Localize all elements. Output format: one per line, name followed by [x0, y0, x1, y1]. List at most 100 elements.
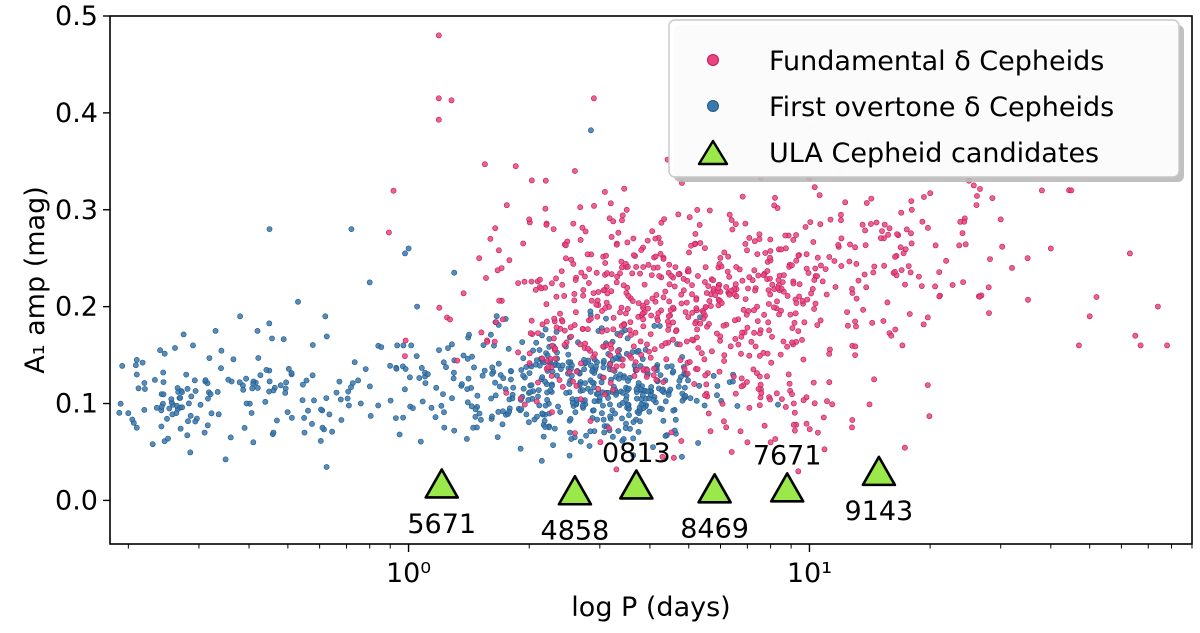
ula-candidates-points: 5671 4858 0813 8469 7671 9143: [407, 438, 913, 547]
data-point: [418, 364, 425, 371]
data-point: [600, 402, 606, 409]
data-point: [563, 389, 570, 396]
data-point: [188, 393, 195, 400]
data-point: [694, 326, 700, 333]
data-point: [806, 426, 813, 433]
data-point: [635, 347, 642, 354]
data-point: [672, 264, 679, 270]
data-point: [676, 377, 683, 384]
data-point: [577, 438, 584, 445]
data-point: [608, 271, 615, 278]
data-point: [348, 226, 355, 232]
data-point: [780, 338, 787, 345]
data-point: [433, 384, 440, 391]
data-point: [577, 341, 584, 348]
data-point: [604, 290, 611, 297]
data-point: [656, 323, 663, 329]
data-point: [668, 363, 675, 369]
data-point: [548, 372, 555, 379]
data-point: [543, 318, 550, 325]
data-point: [659, 406, 665, 412]
data-point: [702, 264, 709, 271]
data-point: [539, 355, 546, 362]
data-point: [751, 329, 757, 336]
data-point: [789, 262, 795, 269]
data-point: [630, 419, 637, 425]
data-point: [974, 193, 980, 199]
data-point: [338, 417, 345, 423]
data-point: [322, 313, 329, 320]
data-point: [815, 429, 821, 436]
data-point: [881, 262, 887, 269]
ula-candidate-marker: [619, 469, 654, 500]
data-point: [645, 261, 652, 268]
data-point: [1047, 245, 1054, 252]
data-point: [725, 253, 732, 260]
data-point: [396, 431, 403, 438]
data-point: [675, 271, 682, 278]
data-point: [503, 202, 510, 209]
data-point: [689, 282, 695, 288]
data-point: [600, 343, 606, 350]
data-point: [607, 352, 614, 359]
data-point: [586, 280, 592, 286]
data-point: [506, 257, 513, 264]
data-point: [932, 242, 939, 249]
data-point: [454, 357, 461, 364]
data-point: [746, 274, 753, 281]
data-point: [1009, 264, 1015, 271]
data-point: [355, 377, 361, 384]
data-point: [566, 369, 573, 375]
data-point: [764, 268, 771, 274]
data-point: [742, 240, 749, 247]
data-point: [695, 345, 702, 351]
data-point: [651, 322, 658, 329]
data-point: [652, 235, 659, 242]
data-point: [702, 372, 709, 379]
data-point: [796, 281, 803, 288]
data-point: [688, 242, 694, 249]
data-point: [507, 367, 514, 374]
data-point: [918, 283, 925, 289]
data-point: [549, 280, 555, 287]
data-point: [551, 315, 558, 322]
data-point: [626, 412, 632, 419]
data-point: [299, 381, 306, 388]
data-point: [789, 325, 796, 331]
data-point: [309, 342, 316, 348]
data-point: [640, 323, 647, 330]
data-point: [789, 391, 795, 398]
data-point: [728, 449, 735, 455]
x-axis-label: log P (days): [571, 592, 730, 623]
data-point: [719, 400, 726, 407]
data-point: [614, 348, 621, 355]
data-point: [187, 449, 194, 456]
data-point: [248, 410, 255, 416]
data-point: [177, 394, 184, 401]
data-point: [441, 424, 448, 431]
data-point: [550, 226, 557, 232]
data-point: [712, 292, 719, 298]
data-point: [778, 246, 785, 253]
plot-area: 5671 4858 0813 8469 7671 9143: [109, 15, 1193, 547]
data-point: [710, 285, 717, 292]
data-point: [640, 316, 647, 323]
data-point: [406, 374, 413, 381]
data-point: [612, 410, 618, 417]
data-point: [568, 333, 574, 340]
data-point: [449, 395, 455, 402]
data-point: [661, 216, 667, 222]
data-point: [323, 395, 330, 401]
data-point: [588, 315, 594, 322]
data-point: [622, 425, 629, 431]
data-point: [535, 379, 541, 386]
data-point: [559, 383, 566, 390]
data-point: [149, 441, 156, 448]
data-point: [702, 304, 709, 310]
data-point: [588, 297, 595, 304]
data-point: [936, 293, 943, 300]
data-point: [236, 379, 243, 386]
data-point: [438, 402, 445, 409]
data-point: [804, 296, 811, 303]
data-point: [542, 378, 548, 385]
